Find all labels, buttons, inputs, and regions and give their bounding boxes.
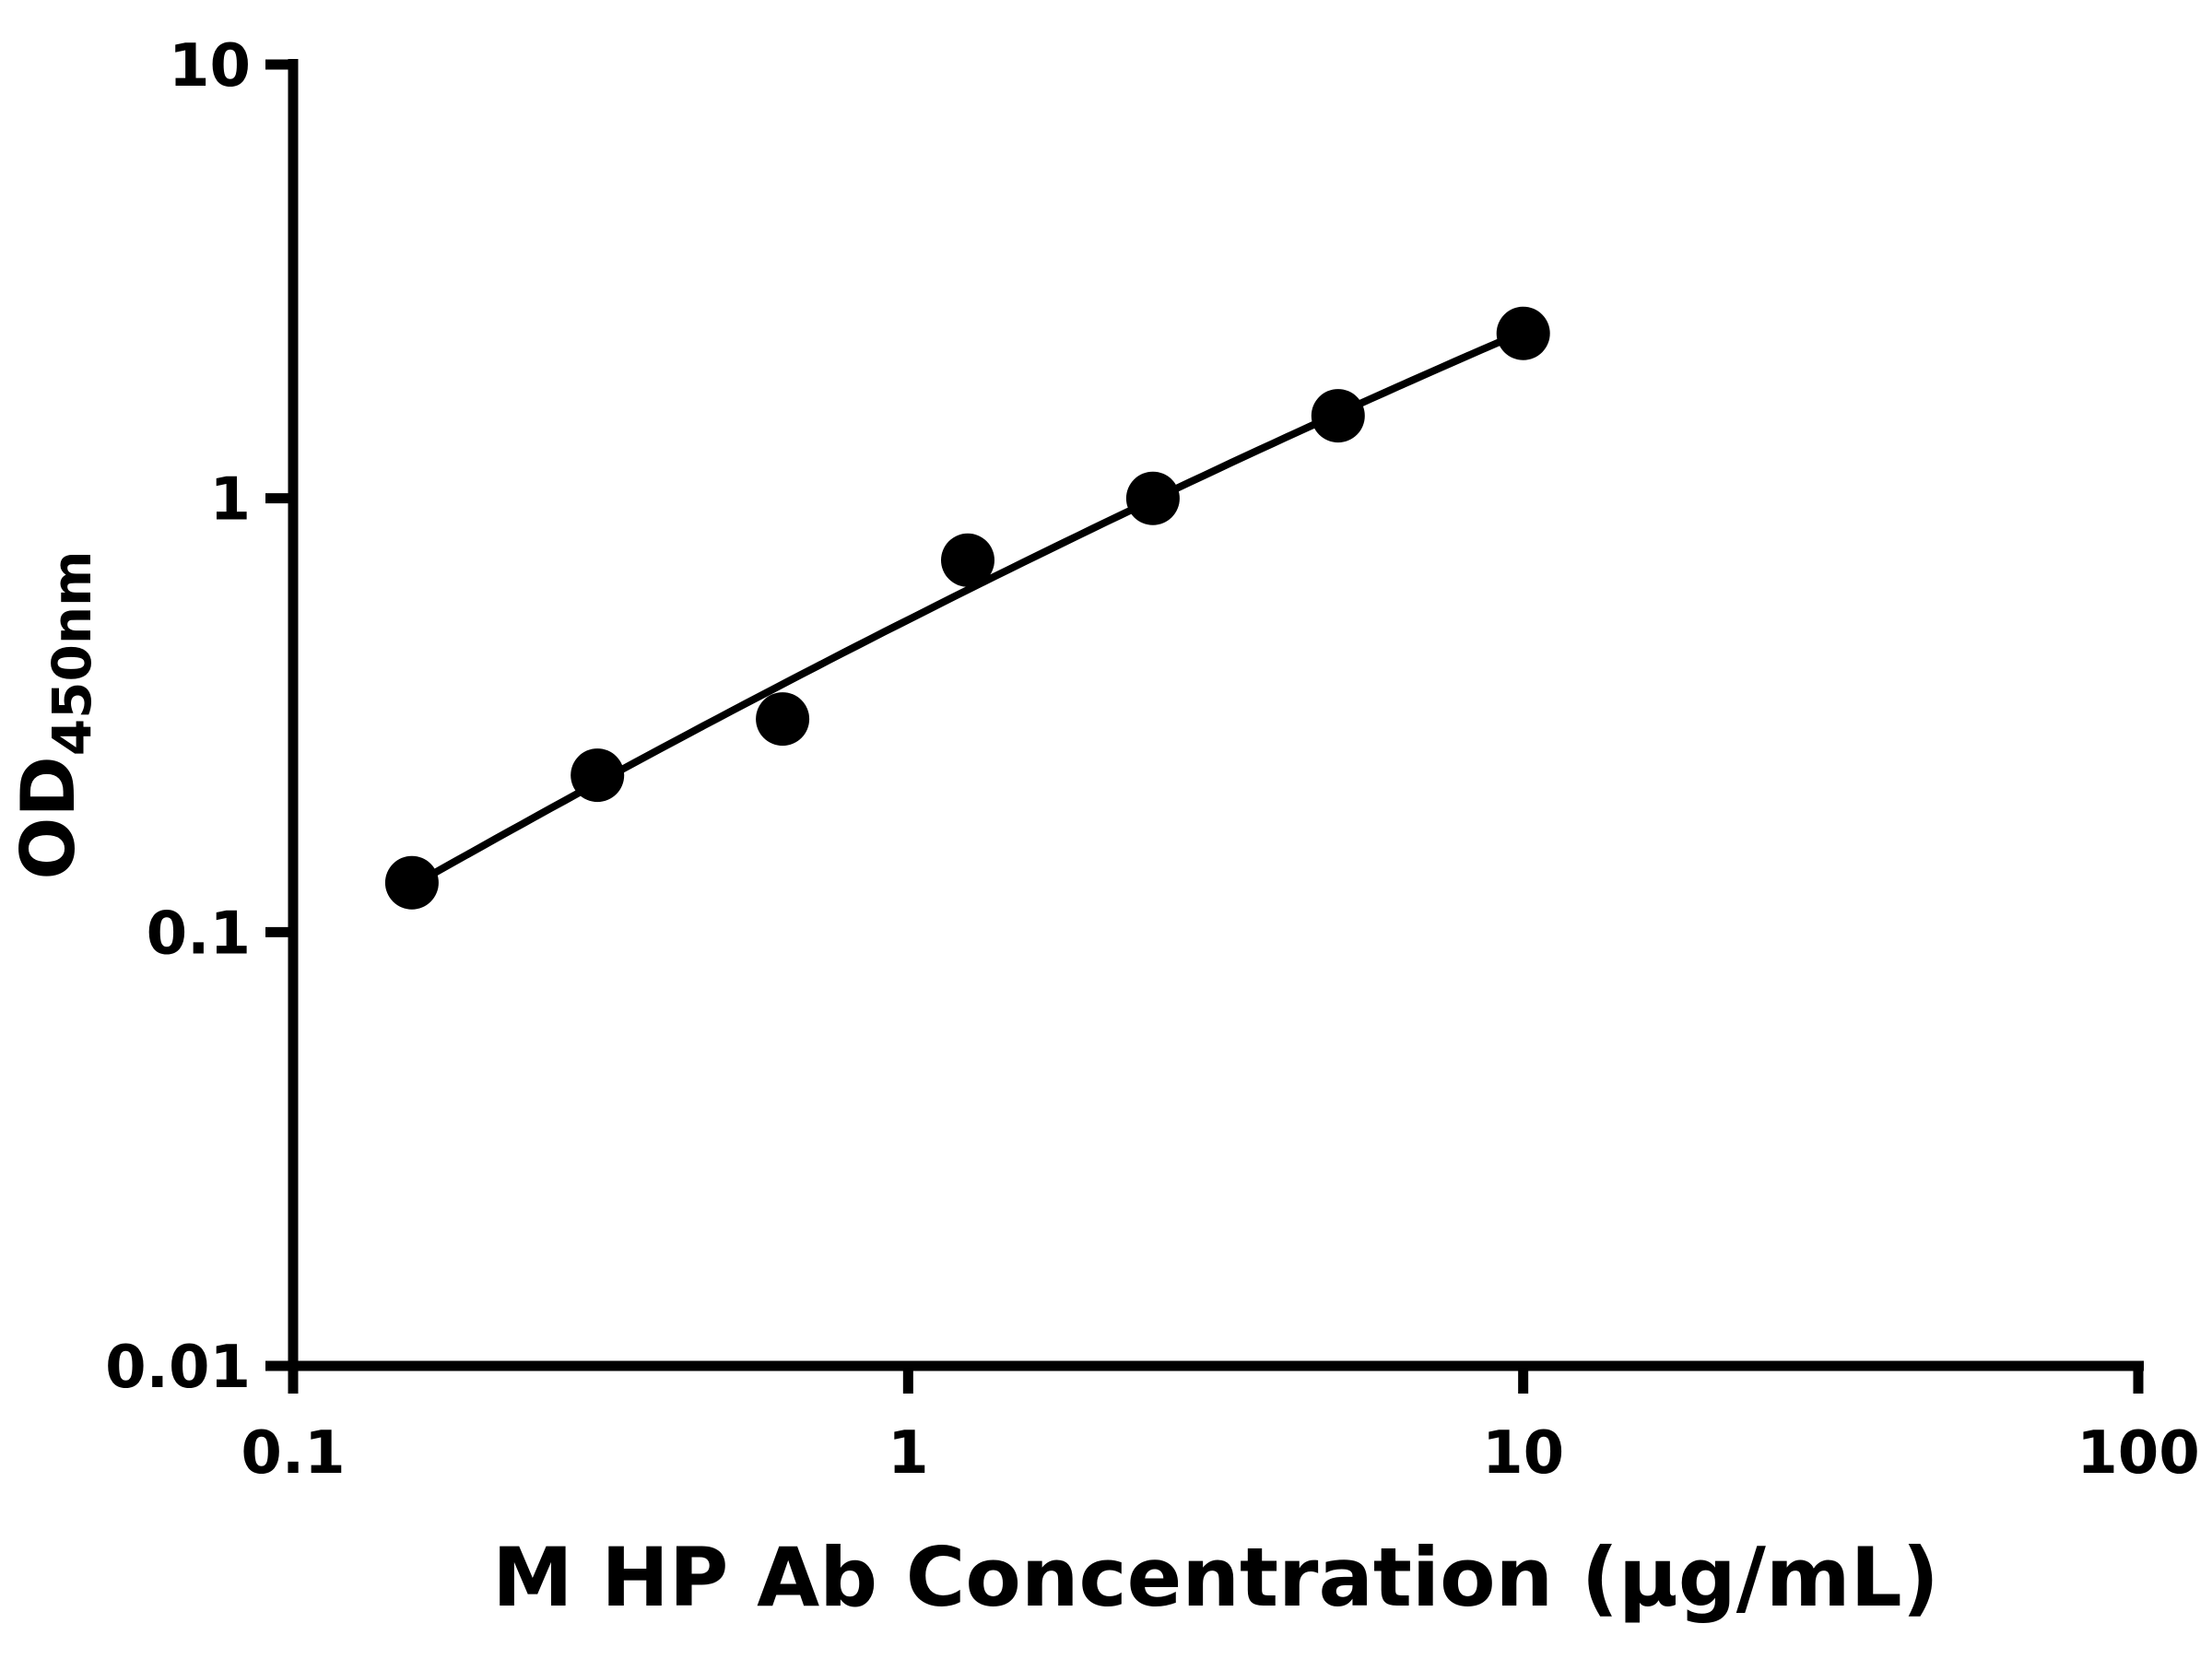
y-tick-label: 0.01	[105, 1334, 251, 1402]
x-axis-title: M HP Ab Concentration (μg/mL)	[492, 1530, 1939, 1625]
x-tick-label: 10	[1482, 1419, 1564, 1488]
data-points	[384, 306, 1550, 910]
data-point	[571, 748, 625, 803]
data-point	[384, 855, 439, 910]
y-tick-label: 10	[169, 32, 251, 100]
y-axis-title-main: OD	[6, 756, 91, 879]
axis-tick-labels: 0.1 1 10 100 0.01 0.1 1 10	[105, 32, 2200, 1488]
x-tick-label: 100	[2077, 1419, 2200, 1488]
y-tick-label: 1	[209, 466, 251, 535]
x-tick-label: 0.1	[241, 1419, 345, 1488]
data-point	[756, 692, 810, 747]
y-axis-title-sub: 450nm	[41, 550, 103, 756]
axis-ticks	[265, 59, 2144, 1394]
data-point	[941, 533, 994, 587]
y-tick-label: 0.1	[147, 900, 251, 968]
data-point	[1125, 471, 1180, 525]
y-axis-title: OD450nm	[6, 550, 103, 879]
x-tick-label: 1	[888, 1419, 929, 1488]
axes	[288, 59, 2144, 1371]
data-point	[1311, 389, 1365, 443]
data-point	[1496, 306, 1550, 360]
